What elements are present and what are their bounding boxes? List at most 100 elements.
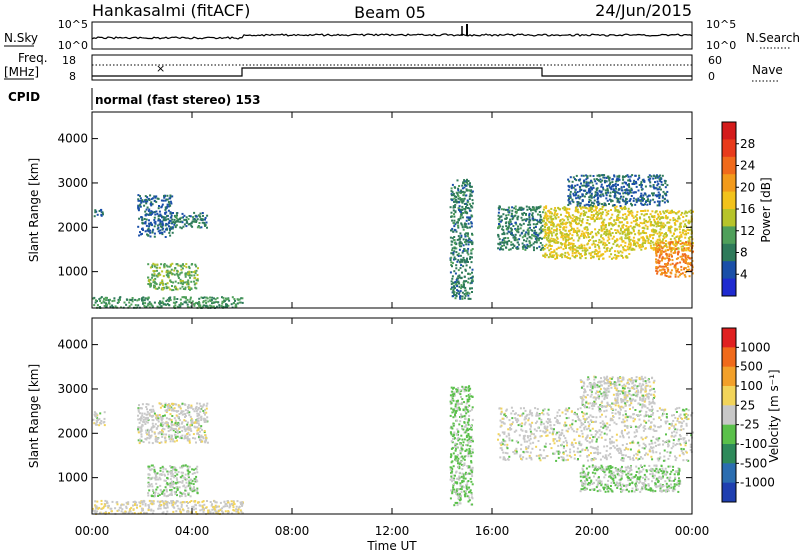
heatmap-cell [149,229,151,232]
heatmap-cell [678,210,681,213]
heatmap-cell [521,213,524,216]
heatmap-cell [458,467,461,470]
heatmap-cell [165,488,168,491]
heatmap-cell [656,220,659,223]
heatmap-cell [608,203,610,205]
heatmap-cell [615,187,617,190]
heatmap-cell [659,193,661,196]
heatmap-cell [180,495,183,497]
heatmap-cell [607,212,610,215]
heatmap-cell [190,224,193,227]
heatmap-cell [679,222,682,225]
heatmap-cell [631,211,634,214]
heatmap-cell [97,507,100,510]
heatmap-cell [467,281,469,284]
heatmap-cell [150,468,153,471]
heatmap-cell [671,241,674,244]
heatmap-cell [195,302,198,304]
heatmap-cell [139,195,141,198]
heatmap-cell [194,437,197,440]
heatmap-cell [654,194,657,197]
heatmap-cell [649,235,652,238]
heatmap-cell [465,280,468,283]
heatmap-cell [613,206,616,209]
heatmap-cell [141,423,144,426]
heatmap-cell [551,218,553,221]
heatmap-cell [565,221,568,224]
heatmap-cell [513,245,516,248]
heatmap-cell [160,301,162,304]
heatmap-cell [215,506,218,509]
heatmap-cell [450,256,453,259]
heatmap-cell [616,243,619,246]
heatmap-cell [170,500,173,503]
heatmap-cell [205,404,208,407]
heatmap-cell [450,477,453,480]
heatmap-cell [671,209,673,212]
heatmap-cell [590,211,593,213]
heatmap-cell [470,436,472,439]
heatmap-cell [189,215,192,218]
heatmap-cell [515,211,518,214]
heatmap-cell [651,192,653,195]
heatmap-cell [169,204,172,207]
heatmap-cell [668,221,671,224]
heatmap-cell [555,252,558,255]
heatmap-cell [185,297,187,300]
heatmap-cell [94,211,97,214]
heatmap-cell [634,174,637,177]
heatmap-cell [468,237,471,240]
heatmap-cell [222,511,225,514]
heatmap-cell [467,247,470,250]
heatmap-cell [666,209,669,212]
heatmap-cell [221,507,224,510]
heatmap-cell [511,234,514,236]
heatmap-cell [189,428,192,431]
heatmap-cell [603,227,606,230]
heatmap-cell [586,175,589,178]
heatmap-cell [587,190,590,192]
heatmap-cell [216,505,219,508]
heatmap-cell [649,181,652,184]
heatmap-cell [534,210,537,213]
heatmap-cell [93,215,96,218]
heatmap-cell [156,305,159,308]
heatmap-cell [545,224,548,226]
heatmap-cell [556,237,559,240]
heatmap-cell [571,242,574,245]
heatmap-cell [171,435,173,438]
heatmap-cell [156,287,159,290]
heatmap-cell [189,495,192,498]
heatmap-cell [189,424,192,427]
nsky-tick-high: 10^5 [58,18,88,31]
heatmap-cell [155,417,158,420]
heatmap-cell [138,204,141,207]
heatmap-cell [154,287,157,290]
heatmap-cell [653,175,656,177]
heatmap-cell [657,216,660,219]
heatmap-cell [534,237,537,240]
heatmap-cell [636,241,639,244]
heatmap-cell [460,488,463,491]
heatmap-cell [184,489,187,492]
heatmap-cell [580,174,583,177]
heatmap-cell [635,199,638,202]
heatmap-cell [181,421,184,424]
heatmap-cell [505,246,508,249]
heatmap-cell [468,207,471,210]
heatmap-cell [505,225,508,228]
heatmap-cell [514,205,517,208]
heatmap-cell [459,290,462,293]
heatmap-cell [604,189,607,192]
heatmap-cell [545,218,548,221]
heatmap-cell [187,474,190,477]
heatmap-cell [583,189,585,192]
heatmap-cell [584,226,587,229]
heatmap-cell [507,230,510,233]
heatmap-cell [655,254,658,257]
heatmap-cell [564,208,567,211]
heatmap-cell [687,232,690,235]
heatmap-cell [471,275,474,278]
heatmap-cell [189,478,192,481]
heatmap-cell [597,245,600,248]
